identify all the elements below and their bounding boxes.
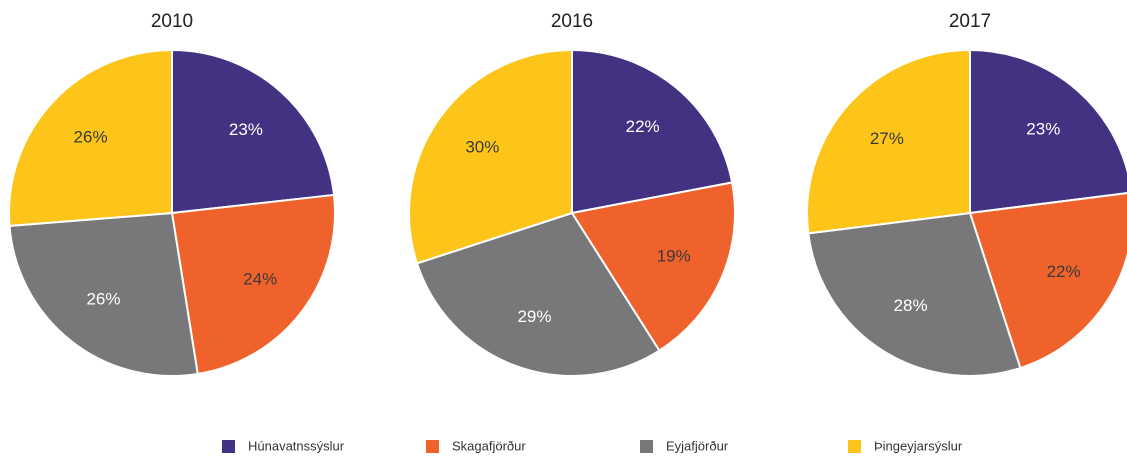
pie-slice [570,181,736,353]
pie-slice [968,192,1127,370]
value-label: 26% [74,127,108,146]
value-label: 30% [465,137,499,156]
pie-slice [8,211,199,377]
value-label: 23% [229,120,263,139]
value-label: 28% [894,296,928,315]
value-label: 22% [626,117,660,136]
legend-label: Eyjafjörður [666,438,729,453]
chart-title: 2017 [949,11,991,32]
value-label: 24% [243,270,277,289]
pie-slice [170,193,336,376]
legend-swatch [848,440,861,453]
pie-slice [171,48,336,215]
pie-slice [408,48,573,265]
value-label: 29% [517,307,551,326]
legend-label: Þingeyjarsýslur [874,438,963,453]
pie-slice [415,211,661,377]
chart-title: 2010 [151,11,193,32]
legend-label: Skagafjörður [452,438,526,453]
legend-swatch [222,440,235,453]
legend-label: Húnavatnssýslur [248,438,345,453]
value-label: 19% [657,247,691,266]
chart-title: 2016 [551,11,593,32]
value-label: 26% [86,290,120,309]
value-label: 23% [1026,119,1060,138]
legend-swatch [426,440,439,453]
pie-slice [969,48,1127,215]
pie-slice [806,48,971,235]
pie-slice [807,211,1022,377]
pie-slice [8,48,173,227]
value-label: 22% [1047,262,1081,281]
legend-swatch [640,440,653,453]
pie-slice [571,48,734,215]
value-label: 27% [870,129,904,148]
